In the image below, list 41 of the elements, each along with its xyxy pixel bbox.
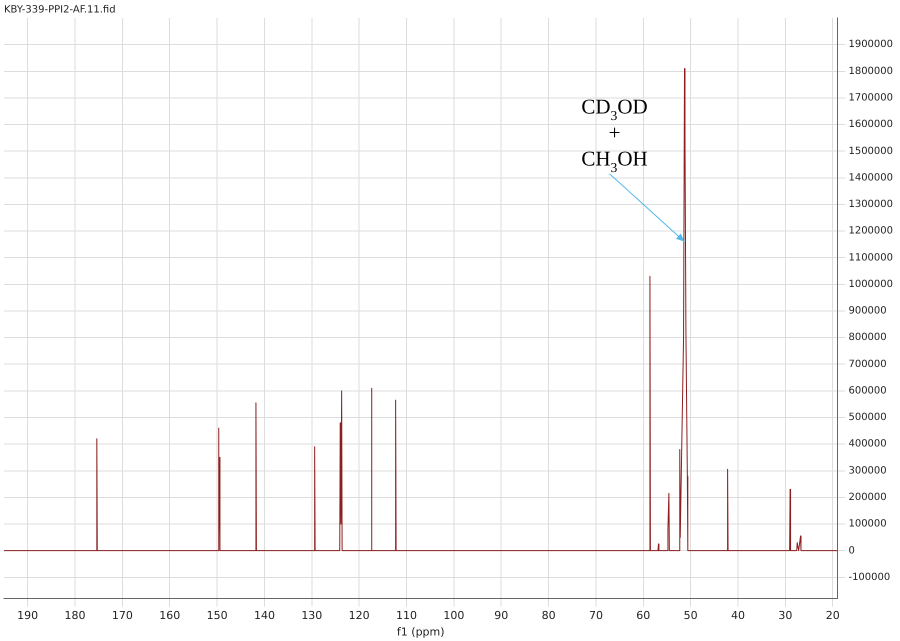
x-tick-label: 190	[17, 609, 38, 622]
x-tick-label: 40	[731, 609, 746, 622]
y-tick-label: 1400000	[848, 172, 894, 184]
y-tick-label: 800000	[848, 332, 887, 344]
y-tick-label: 1900000	[848, 39, 894, 50]
x-tick-label: 140	[254, 609, 275, 622]
y-tick-label: 100000	[848, 518, 887, 530]
x-tick-label: 30	[778, 609, 792, 622]
y-tick-label: 1300000	[848, 199, 894, 210]
x-tick-label: 170	[112, 609, 133, 622]
y-tick-label: 700000	[848, 358, 887, 370]
x-tick-label: 100	[443, 609, 464, 622]
y-tick-label: 600000	[848, 385, 887, 396]
y-tick-label: -100000	[848, 572, 890, 583]
y-tick-label: 1000000	[848, 278, 894, 290]
y-tick-label: 200000	[848, 492, 887, 503]
x-tick-label: 20	[826, 609, 840, 622]
y-tick-label: 900000	[848, 306, 887, 317]
y-tick-label: 0	[848, 545, 855, 556]
y-tick-label: 1700000	[848, 92, 894, 104]
x-tick-label: 120	[348, 609, 370, 622]
y-tick-label: 300000	[848, 465, 887, 476]
x-tick-label: 110	[396, 609, 418, 622]
x-tick-label: 80	[542, 609, 556, 622]
y-tick-label: 400000	[848, 438, 887, 450]
x-tick-label: 130	[301, 609, 322, 622]
x-tick-label: 160	[159, 609, 180, 622]
y-tick-label: 1800000	[848, 66, 894, 77]
x-tick-label: 90	[494, 609, 508, 622]
y-tick-label: 500000	[848, 412, 887, 424]
y-tick-label: 1100000	[848, 252, 894, 264]
y-tick-label: 1500000	[848, 146, 894, 157]
y-tick-label: 1600000	[848, 119, 894, 130]
x-tick-label: 70	[588, 609, 603, 622]
x-tick-label: 60	[636, 609, 650, 622]
chart-title: KBY-339-PPI2-AF.11.fid	[4, 4, 116, 16]
x-tick-label: 180	[64, 609, 86, 622]
x-tick-label: 150	[206, 609, 228, 622]
x-axis-title: f1 (ppm)	[396, 625, 445, 638]
x-tick-label: 50	[684, 609, 698, 622]
y-tick-label: 1200000	[848, 226, 894, 237]
